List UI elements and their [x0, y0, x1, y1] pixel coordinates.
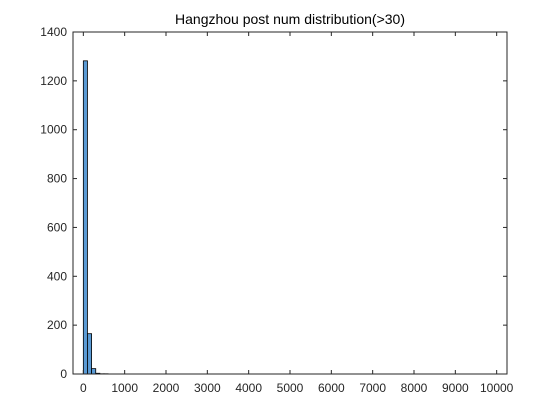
- x-tick-label-6: 6000: [318, 381, 345, 395]
- plot-area: [73, 32, 507, 374]
- y-tick-label-2: 400: [47, 269, 67, 283]
- ticks-layer: 0 1000 2000 3000 4000 5000 6000 7000 8000 9000 100…: [40, 25, 513, 395]
- y-tick-label-7: 1400: [40, 25, 67, 39]
- x-tick-label-5: 5000: [277, 381, 304, 395]
- x-tick-label-0: 0: [80, 381, 87, 395]
- x-tick-label-8: 8000: [401, 381, 428, 395]
- x-tick-label-3: 3000: [194, 381, 221, 395]
- y-tick-label-5: 1000: [40, 123, 67, 137]
- axes-box: [72, 31, 508, 375]
- x-tick-label-10: 10000: [480, 381, 514, 395]
- y-tick-label-3: 600: [47, 220, 67, 234]
- chart-title: Hangzhou post num distribution(>30): [175, 11, 405, 27]
- histogram-bar-1: [87, 333, 93, 375]
- x-tick-label-2: 2000: [153, 381, 180, 395]
- y-tick-label-6: 1200: [40, 74, 67, 88]
- y-tick-label-0: 0: [60, 367, 67, 381]
- x-tick-label-1: 1000: [111, 381, 138, 395]
- x-tick-label-9: 9000: [442, 381, 469, 395]
- x-tick-label-4: 4000: [235, 381, 262, 395]
- histogram-bar-0: [82, 60, 88, 375]
- histogram-bar-2: [91, 368, 97, 375]
- y-tick-label-4: 800: [47, 172, 67, 186]
- x-tick-label-7: 7000: [359, 381, 386, 395]
- y-tick-label-1: 200: [47, 318, 67, 332]
